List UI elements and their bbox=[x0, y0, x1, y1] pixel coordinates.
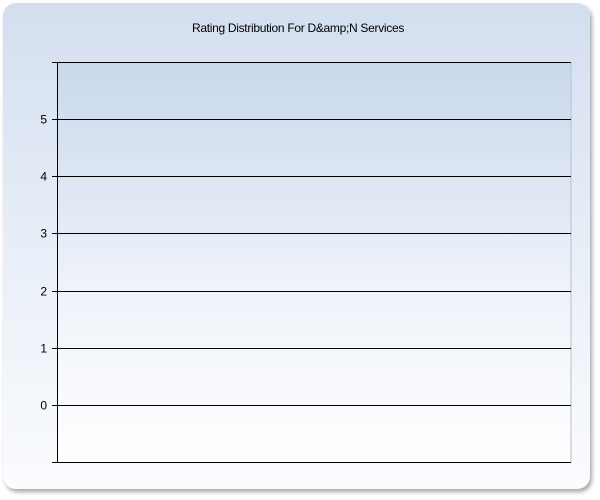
y-tick-label: 5 bbox=[40, 113, 47, 127]
y-tick-label: 2 bbox=[40, 285, 47, 299]
y-tick-label: 1 bbox=[40, 342, 47, 356]
y-tick-label: 4 bbox=[40, 170, 47, 184]
chart-title: Rating Distribution For D&amp;N Services bbox=[191, 21, 405, 35]
y-tick-label: 3 bbox=[40, 227, 47, 241]
plot-area bbox=[57, 62, 571, 462]
y-tick-label: 0 bbox=[40, 399, 47, 413]
